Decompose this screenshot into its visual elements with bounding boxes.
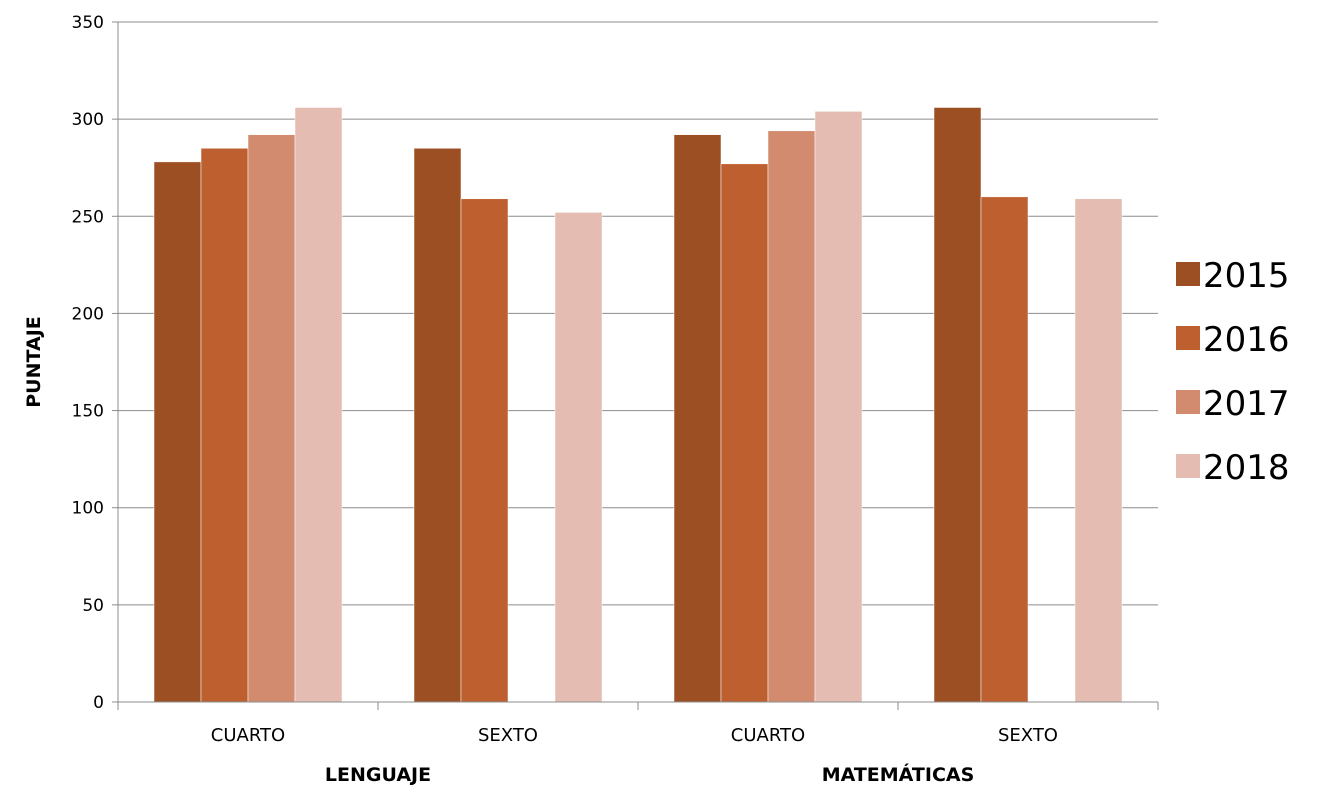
y-tick-label: 350 [72,13,104,33]
y-tick-label: 250 [72,207,104,227]
x-category-label: SEXTO [478,725,538,746]
bar-2018-sexto-2 [554,212,603,703]
x-group-labels: LENGUAJE MATEMÁTICAS [325,763,974,786]
bar-2018-cuarto-1 [294,107,343,703]
y-tick-label: 100 [72,499,104,519]
x-category-label: CUARTO [731,725,805,746]
legend-swatch-2018 [1176,454,1200,478]
y-tick-label: 150 [72,402,104,422]
bar-2017-cuarto-1 [247,134,296,703]
y-tick-label: 0 [93,693,104,713]
x-category-labels: CUARTO SEXTO CUARTO SEXTO [211,725,1058,746]
bar-2015-cuarto-3 [673,134,722,703]
legend-swatch-2015 [1176,262,1200,286]
x-group-label: LENGUAJE [325,764,431,786]
y-tick-label: 200 [72,304,104,324]
legend-label-2018: 2018 [1203,448,1290,488]
bar-2017-cuarto-3 [767,130,816,703]
legend-label-2017: 2017 [1203,384,1290,424]
bars [153,107,1123,703]
bar-2016-sexto-4 [980,196,1029,703]
bar-2016-cuarto-3 [720,163,769,703]
x-category-label: CUARTO [211,725,285,746]
x-group-label: MATEMÁTICAS [822,763,975,786]
x-category-label: SEXTO [998,725,1058,746]
legend-swatch-2017 [1176,390,1200,414]
legend: 2015 2016 2017 2018 [1176,256,1290,488]
axes [112,21,1159,710]
y-tick-label: 50 [82,596,104,616]
bar-2015-sexto-4 [933,107,982,703]
bar-2018-sexto-4 [1074,198,1123,703]
bar-2016-cuarto-1 [200,148,249,703]
y-axis-title: PUNTAJE [23,316,45,408]
legend-swatch-2016 [1176,326,1200,350]
bar-2016-sexto-2 [460,198,509,703]
legend-label-2016: 2016 [1203,320,1290,360]
y-tick-label: 300 [72,110,104,130]
bar-2015-sexto-2 [413,148,462,703]
legend-label-2015: 2015 [1203,256,1290,296]
y-tick-labels: 0 50 100 150 200 250 300 350 [72,13,104,713]
bar-2018-cuarto-3 [814,111,863,703]
bar-2015-cuarto-1 [153,161,202,703]
